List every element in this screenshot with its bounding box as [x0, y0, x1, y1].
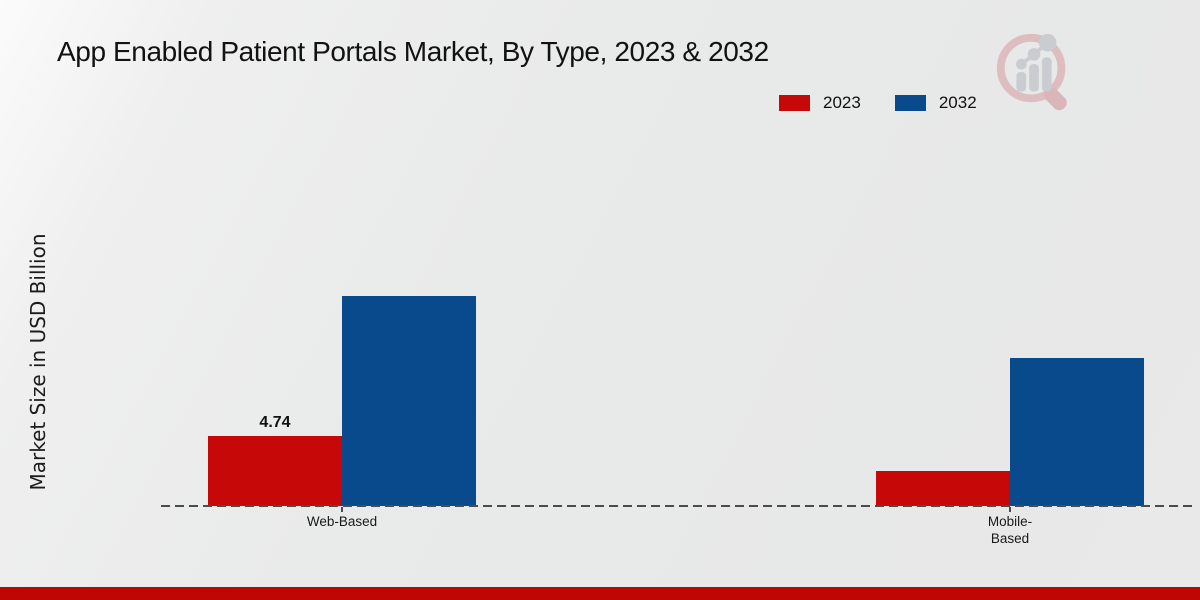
- bar-chart: Web-Based Mobile-Based 4.74: [161, 0, 1193, 546]
- bar-2023-web-based: [208, 436, 342, 506]
- bar-2023-mobile-based: [876, 471, 1010, 506]
- bar-2032-web-based: [342, 296, 476, 506]
- legend-label-2032: 2032: [938, 93, 977, 112]
- legend-label-2023: 2023: [823, 93, 861, 112]
- legend-swatch-2032: [894, 95, 926, 111]
- page-title: App Enabled Patient Portals Market, By T…: [57, 36, 769, 67]
- bar-value-label: 4.74: [259, 414, 291, 431]
- bar-2032-mobile-based: [1010, 358, 1144, 506]
- legend-item-2032: 2032: [894, 93, 977, 113]
- x-axis-tick: [1009, 507, 1011, 512]
- footer-accent-bar: [0, 587, 1200, 600]
- category-label-mobile-based: Mobile-Based: [987, 514, 1033, 546]
- x-axis-tick: [341, 507, 343, 512]
- y-axis-label: Market Size in USD Billion: [26, 233, 50, 491]
- legend-item-2023: 2023: [779, 93, 861, 113]
- magnifier-bar-chart-logo-icon: [996, 33, 1067, 111]
- legend: 2023 2032: [779, 93, 977, 113]
- x-axis-baseline: [161, 505, 1193, 507]
- category-label-web-based: Web-Based: [306, 514, 378, 529]
- legend-swatch-2023: [779, 95, 810, 111]
